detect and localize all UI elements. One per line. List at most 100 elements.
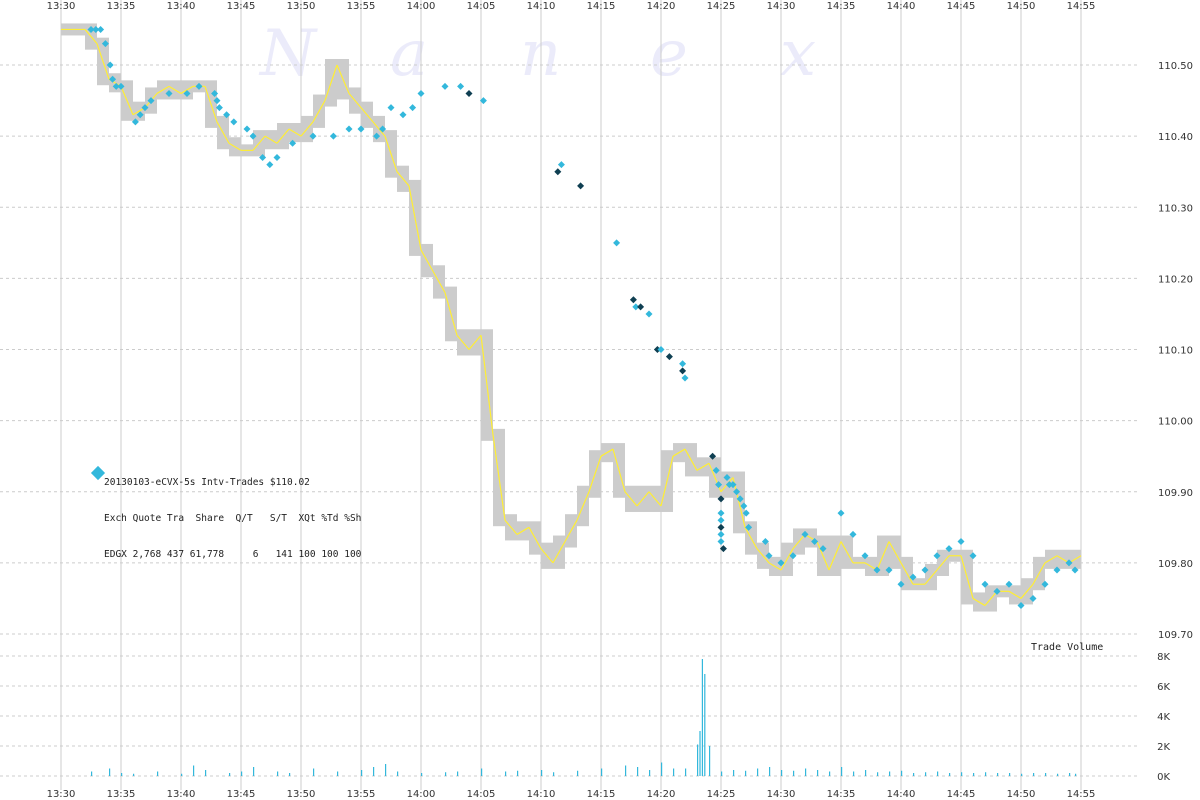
volume-bar [949,773,951,776]
edgx-point [945,545,953,553]
trade-line-segment [1044,555,1058,564]
edgx-point [109,75,117,83]
edgx-point [789,552,797,560]
volume-bar [817,770,819,776]
edgx-point [345,125,353,133]
x-tick-label-bottom: 13:45 [227,789,256,800]
x-tick-label-top: 14:20 [647,1,676,12]
volume-bar [109,768,111,776]
trade-line-segment [768,562,782,571]
trade-line-segment [600,448,614,457]
x-tick-label-bottom: 14:25 [707,789,736,800]
edgx-point [1017,602,1025,610]
volume-bar [361,770,363,776]
edgx-point [777,559,785,567]
volume-bar [1009,773,1011,776]
volume-bar [889,771,891,776]
trade-line-segment [288,128,302,137]
edgx-point [329,132,337,140]
x-tick-label-top: 14:45 [947,1,976,12]
trade-line-segment [876,541,890,571]
volume-bar [121,773,123,776]
edgx-point [742,509,750,517]
volume-bar [853,771,855,776]
edgx-point [909,573,917,581]
edgx-point [885,566,893,574]
volume-bar [397,771,399,776]
volume-bar [181,773,183,776]
edgx-point [717,523,725,531]
trade-line-segment [888,541,902,564]
trade-line-segment [120,86,134,116]
volume-bar [541,770,543,776]
trade-line-segment [324,64,338,101]
volume-bar [241,771,243,776]
trade-line-segment [564,519,578,542]
volume-bar [91,771,93,776]
x-tick-label-top: 14:55 [1067,1,1096,12]
edgx-point [557,161,565,169]
trade-line-segment [264,135,278,144]
volume-bar [1033,773,1035,776]
edgx-point [657,346,665,353]
legend-title: 20130103-eCVX-5s Intv-Trades $110.02 [104,477,310,488]
x-tick-label-top: 14:10 [527,1,556,12]
edgx-point [681,374,689,382]
edgx-point [211,89,219,97]
x-tick-label-top: 13:35 [107,1,136,12]
trade-line-segment [1032,562,1046,585]
trade-line-segment [624,491,638,507]
x-tick-label-top: 14:15 [587,1,616,12]
edgx-point [629,296,637,304]
edgx-point [409,104,417,112]
volume-bar [1075,773,1077,776]
edgx-point [897,580,905,588]
trade-line-segment [648,491,662,507]
edgx-point [230,118,238,126]
trade-line-segment [840,541,854,564]
edgx-point [357,125,365,133]
edgx-point [745,523,753,531]
volume-bar [961,772,963,776]
volume-tick-label: 2K [1157,742,1170,753]
edgx-point [679,367,687,375]
edgx-point [993,587,1001,595]
x-tick-label-top: 13:30 [47,1,76,12]
trade-line-segment [420,249,434,272]
edgx-point [243,125,251,133]
volume-bar [937,771,939,776]
volume-bar [697,744,699,776]
trade-line-segment [540,548,554,564]
volume-bar [625,765,627,776]
volume-bar [1045,773,1047,776]
trade-line-segment [900,562,914,585]
volume-bar [1069,773,1071,776]
trade-line-segment [96,43,110,80]
edgx-point [712,466,720,474]
price-tick-label: 109.70 [1158,630,1193,641]
edgx-point [92,25,100,33]
edgx-point [761,538,769,546]
edgx-point [645,310,653,318]
watermark-letter: x [780,17,816,91]
x-tick-label-top: 13:45 [227,1,256,12]
price-tick-label: 110.20 [1158,274,1193,285]
edgx-point [740,502,748,510]
trade-line-segment [696,462,710,471]
trade-line-segment [516,526,530,535]
volume-bar [601,768,603,776]
x-tick-label-bottom: 14:50 [1007,789,1036,800]
volume-tick-label: 4K [1157,712,1170,723]
volume-bar [733,770,735,776]
volume-bar [701,659,703,776]
x-tick-label-bottom: 14:20 [647,789,676,800]
trade-line-segment [84,29,98,45]
volume-bar [877,772,879,776]
volume-bar [277,771,279,776]
edgx-point [112,82,120,90]
price-tick-label: 110.10 [1158,346,1193,357]
volume-bar [925,772,927,776]
x-tick-label-bottom: 14:35 [827,789,856,800]
volume-bar [517,770,519,776]
volume-bar [781,770,783,776]
